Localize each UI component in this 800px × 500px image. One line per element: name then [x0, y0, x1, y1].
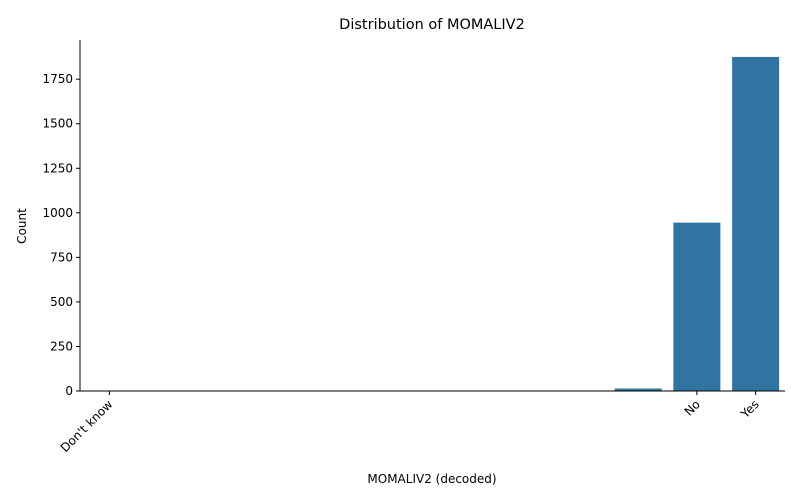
y-axis-ticks: 0 250 500 750 1000 1250 1500 1750: [42, 72, 80, 398]
y-tick-label: 750: [50, 250, 73, 264]
y-tick-label: 1250: [42, 161, 73, 175]
y-tick-label: 1750: [42, 72, 73, 86]
y-tick-label: 500: [50, 295, 73, 309]
bar-9: [614, 388, 662, 391]
y-axis-label: Count: [15, 208, 29, 244]
bar-10: [673, 222, 721, 391]
chart-title: Distribution of MOMALIV2: [339, 17, 525, 33]
x-axis-ticks: Don't know No Yes: [58, 391, 762, 455]
bar-group: [614, 56, 780, 392]
x-tick-label: Yes: [737, 397, 761, 421]
x-tick-label: No: [682, 397, 703, 418]
y-tick-label: 250: [50, 339, 73, 353]
y-tick-label: 1000: [42, 206, 73, 220]
y-tick-label: 1500: [42, 117, 73, 131]
x-axis-label: MOMALIV2 (decoded): [367, 472, 496, 486]
x-tick-label: Don't know: [58, 397, 116, 455]
y-tick-label: 0: [65, 384, 73, 398]
bar-11: [732, 56, 780, 392]
